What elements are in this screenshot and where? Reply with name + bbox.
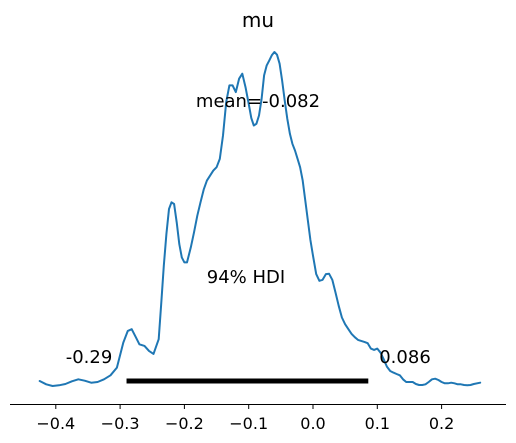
hdi-label: 94% HDI	[207, 267, 285, 288]
x-tick-label: 0.2	[429, 414, 454, 433]
mean-label: mean=-0.082	[196, 91, 320, 112]
hdi-upper-label: 0.086	[379, 347, 431, 368]
x-tick-label: −0.3	[101, 414, 140, 433]
x-tick-label: 0.0	[300, 414, 325, 433]
x-tick-label: 0.1	[365, 414, 390, 433]
density-curve	[38, 51, 482, 387]
x-tick-label: −0.4	[36, 414, 75, 433]
hdi-lower-label: -0.29	[66, 347, 113, 368]
chart-title: mu	[242, 8, 274, 32]
x-axis-ticks: −0.4 −0.3 −0.2 −0.1 0.0 0.1 0.2	[36, 404, 454, 433]
x-tick-label: −0.2	[165, 414, 204, 433]
x-tick-label: −0.1	[229, 414, 268, 433]
